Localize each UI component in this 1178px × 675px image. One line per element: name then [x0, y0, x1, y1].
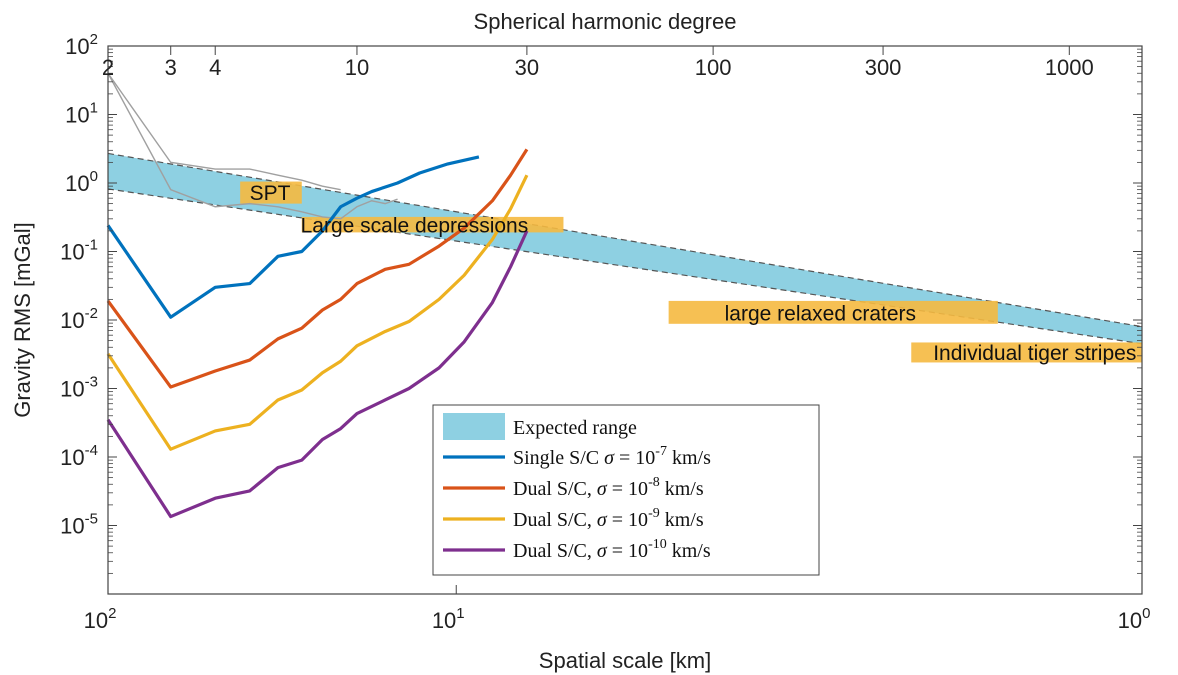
- y-tick-label-5: 100: [65, 168, 98, 196]
- x-top-tick-label-1: 3: [165, 55, 177, 80]
- y-tick-label-4: 10-1: [60, 237, 98, 265]
- legend-label-2: Dual S/C, σ = 10-9 km/s: [513, 506, 704, 531]
- y-tick-label-6: 101: [65, 100, 98, 128]
- x-bottom-tick-label-1: 101: [432, 605, 465, 633]
- annotation-label-2: large relaxed craters: [725, 302, 916, 325]
- top-x-axis-title: Spherical harmonic degree: [474, 9, 737, 34]
- x-top-tick-label-4: 30: [515, 55, 539, 80]
- annotation-box-0: [240, 181, 302, 204]
- annotation-label-0: SPT: [250, 182, 291, 205]
- expected-range-upper-edge: [107, 152, 1143, 328]
- x-top-tick-label-2: 4: [209, 55, 221, 80]
- x-top-tick-label-6: 300: [865, 55, 902, 80]
- x-axis-title: Spatial scale [km]: [539, 648, 711, 673]
- series-line-3: [106, 230, 529, 519]
- legend-label-3: Dual S/C, σ = 10-10 km/s: [513, 537, 711, 562]
- series-line-0: [106, 155, 480, 319]
- y-tick-label-0: 10-5: [60, 511, 98, 539]
- y-tick-label-7: 102: [65, 31, 98, 59]
- annotation-label-3: Individual tiger stripes: [933, 342, 1136, 365]
- x-bottom-tick-label-2: 100: [1118, 605, 1151, 633]
- y-tick-label-3: 10-2: [60, 305, 98, 333]
- legend-label-expected: Expected range: [513, 417, 637, 439]
- observed-spectrum-line-1: [107, 72, 341, 191]
- x-bottom-tick-label-0: 102: [84, 605, 117, 633]
- x-top-tick-label-7: 1000: [1045, 55, 1094, 80]
- legend-label-0: Single S/C σ = 10-7 km/s: [513, 444, 711, 469]
- legend: Expected range Single S/C σ = 10-7 km/s Du…: [432, 404, 820, 576]
- x-top-tick-label-3: 10: [345, 55, 369, 80]
- annotation-box-2: [668, 300, 998, 324]
- y-tick-label-2: 10-3: [60, 374, 98, 402]
- axes-layer: 10-5 10-4 10-3 10-2 10-1 100 101 102 102 101 100 2 3…: [10, 9, 1150, 673]
- x-top-tick-label-0: 2: [102, 55, 114, 80]
- x-top-tick-label-5: 100: [695, 55, 732, 80]
- legend-label-1: Dual S/C, σ = 10-8 km/s: [513, 475, 704, 500]
- annotation-box-3: [911, 342, 1142, 363]
- expected-range-band: [108, 153, 1142, 344]
- y-axis-title: Gravity RMS [mGal]: [10, 222, 35, 418]
- observed-spectrum-line-0: [107, 72, 398, 220]
- series-layer: [106, 72, 529, 519]
- annotation-text-layer: SPT Large scale depressions large relaxed …: [250, 182, 1137, 365]
- legend-swatch-expected: [443, 413, 505, 440]
- annotation-label-1: Large scale depressions: [301, 214, 529, 237]
- series-line-2: [106, 174, 529, 451]
- series-line-1: [106, 148, 529, 389]
- y-tick-label-1: 10-4: [60, 442, 98, 470]
